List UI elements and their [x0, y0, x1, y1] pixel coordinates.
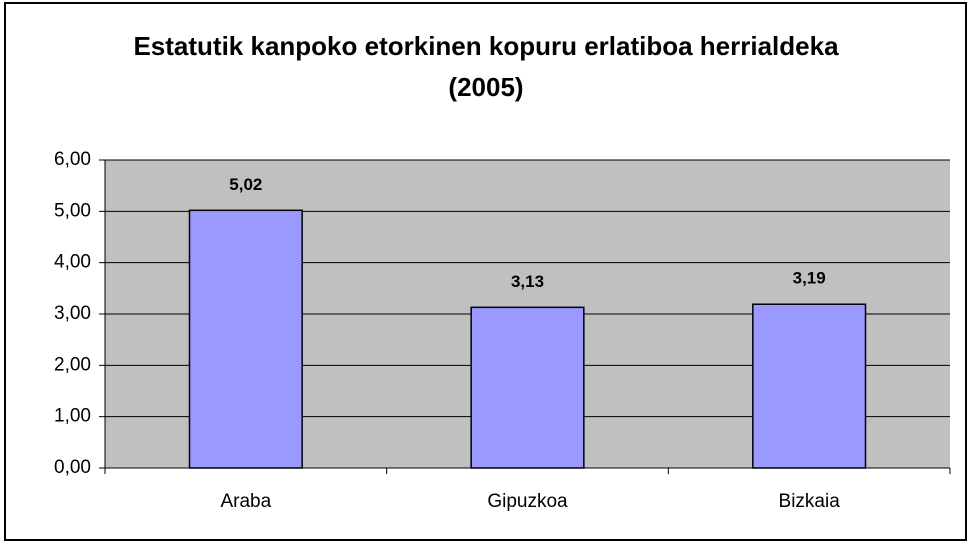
y-tick-label: 3,00 — [54, 303, 91, 324]
y-tick-label: 1,00 — [54, 406, 91, 427]
x-tick-label: Araba — [220, 491, 271, 512]
x-tick-label: Bizkaia — [779, 491, 841, 512]
y-tick-label: 5,00 — [54, 200, 91, 221]
y-tick-label: 4,00 — [54, 252, 91, 273]
bar — [752, 303, 867, 469]
y-tick-label: 6,00 — [54, 149, 91, 170]
y-tick-label: 0,00 — [54, 457, 91, 478]
chart-title: Estatutik kanpoko etorkinen kopuru erlat… — [133, 31, 839, 102]
y-tick-label: 2,00 — [54, 354, 91, 375]
data-label: 5,02 — [229, 175, 262, 194]
data-label: 3,13 — [511, 272, 544, 291]
x-tick-label: Gipuzkoa — [487, 491, 568, 512]
bar — [188, 209, 303, 469]
bar — [470, 306, 585, 469]
data-label: 3,19 — [793, 269, 826, 288]
